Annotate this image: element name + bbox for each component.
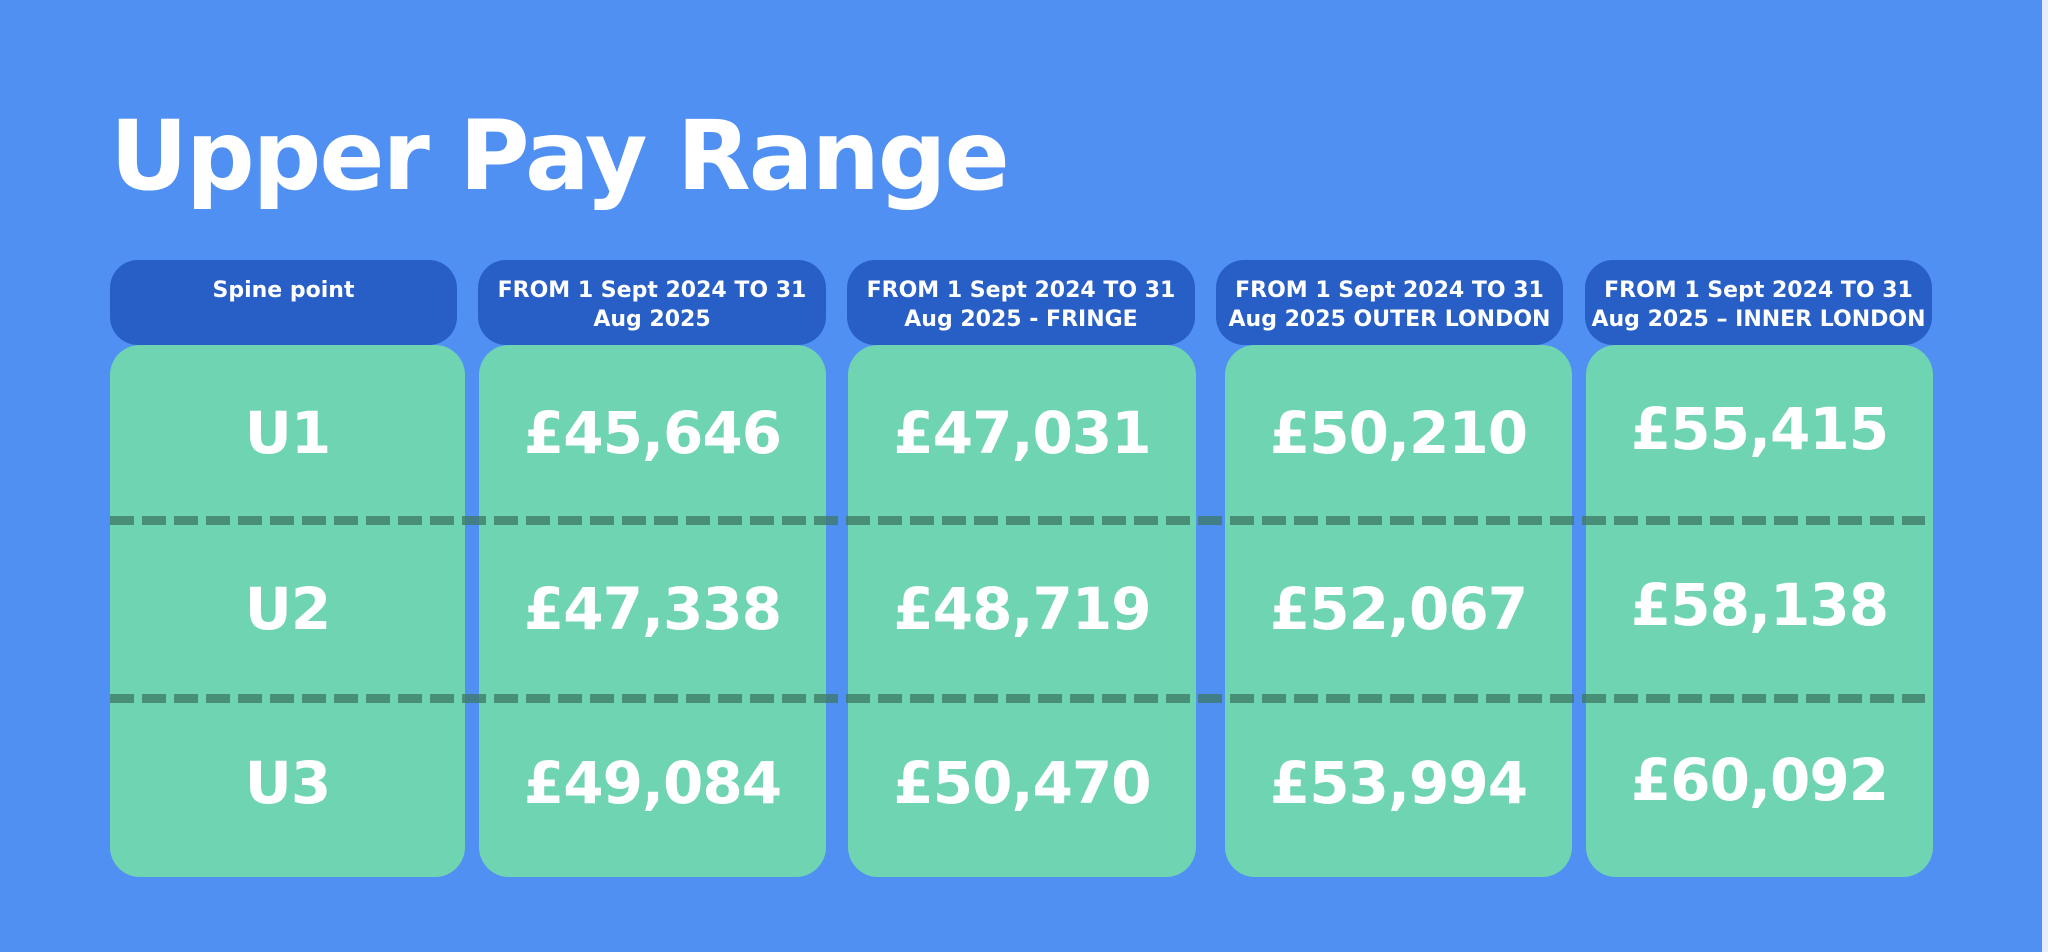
cell-outer-u1: £50,210 bbox=[1269, 399, 1528, 467]
cell-spine-u2: U2 bbox=[244, 575, 331, 643]
header-line-2: Aug 2025 - FRINGE bbox=[904, 307, 1138, 332]
column-header-standard: FROM 1 Sept 2024 TO 31 Aug 2025 bbox=[478, 260, 826, 345]
column-header-inner-london: FROM 1 Sept 2024 TO 31 Aug 2025 – INNER … bbox=[1585, 260, 1932, 345]
header-line-1: FROM 1 Sept 2024 TO 31 bbox=[497, 278, 807, 303]
header-line-1: Spine point bbox=[212, 278, 355, 303]
cell-inner-u2: £58,138 bbox=[1630, 571, 1889, 639]
column-body-inner-london: £55,415 £58,138 £60,092 bbox=[1586, 345, 1933, 877]
column-body-spine-point: U1 U2 U3 bbox=[110, 345, 465, 877]
cell-outer-u3: £53,994 bbox=[1269, 749, 1528, 817]
header-line-1: FROM 1 Sept 2024 TO 31 bbox=[1604, 278, 1913, 303]
column-header-spine-point: Spine point bbox=[110, 260, 457, 345]
cell-inner-u3: £60,092 bbox=[1630, 746, 1889, 814]
column-body-standard: £45,646 £47,338 £49,084 bbox=[479, 345, 826, 877]
cell-standard-u3: £49,084 bbox=[523, 749, 782, 817]
cell-spine-u1: U1 bbox=[244, 399, 331, 467]
cell-fringe-u1: £47,031 bbox=[893, 399, 1151, 467]
cell-fringe-u2: £48,719 bbox=[893, 575, 1151, 643]
cell-standard-u2: £47,338 bbox=[523, 575, 782, 643]
cell-standard-u1: £45,646 bbox=[523, 399, 782, 467]
column-header-fringe: FROM 1 Sept 2024 TO 31 Aug 2025 - FRINGE bbox=[847, 260, 1195, 345]
header-line-1: FROM 1 Sept 2024 TO 31 bbox=[866, 278, 1176, 303]
column-body-fringe: £47,031 £48,719 £50,470 bbox=[848, 345, 1196, 877]
cell-fringe-u3: £50,470 bbox=[893, 749, 1151, 817]
cell-outer-u2: £52,067 bbox=[1269, 575, 1528, 643]
cell-spine-u3: U3 bbox=[244, 749, 331, 817]
header-line-2: Aug 2025 bbox=[593, 307, 711, 332]
page-title: Upper Pay Range bbox=[110, 100, 1010, 212]
header-line-1: FROM 1 Sept 2024 TO 31 bbox=[1235, 278, 1544, 303]
header-line-2: Aug 2025 OUTER LONDON bbox=[1228, 307, 1551, 332]
column-header-outer-london: FROM 1 Sept 2024 TO 31 Aug 2025 OUTER LO… bbox=[1216, 260, 1563, 345]
right-edge-strip bbox=[2042, 0, 2048, 952]
cell-inner-u1: £55,415 bbox=[1630, 395, 1889, 463]
column-body-outer-london: £50,210 £52,067 £53,994 bbox=[1225, 345, 1572, 877]
header-line-2: Aug 2025 – INNER LONDON bbox=[1591, 307, 1926, 332]
